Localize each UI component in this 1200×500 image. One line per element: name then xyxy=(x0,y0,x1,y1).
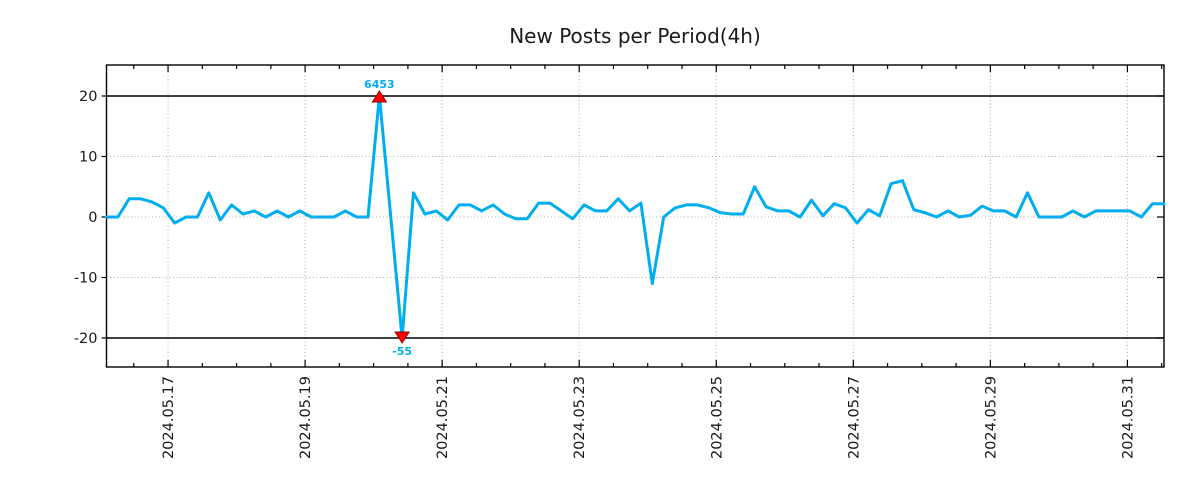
data-line xyxy=(105,94,1166,340)
y-tick-label: 0 xyxy=(88,210,97,226)
peak-marker-icon xyxy=(371,90,388,103)
x-tick-label: 2024.05.29 xyxy=(983,376,999,459)
series-line xyxy=(105,94,1166,340)
chart-title: New Posts per Period(4h) xyxy=(509,24,761,48)
extreme-markers: 6453 -55 xyxy=(364,78,412,358)
x-tick-label: 2024.05.25 xyxy=(709,376,725,459)
y-tick-label: 10 xyxy=(79,150,97,166)
x-tick-label: 2024.05.21 xyxy=(435,376,451,459)
x-tick-label: 2024.05.31 xyxy=(1120,376,1136,459)
y-tick-label: -10 xyxy=(74,271,98,287)
annotation-value: 6453 xyxy=(364,78,395,91)
x-tick-label: 2024.05.19 xyxy=(298,376,314,459)
x-tick-label: 2024.05.27 xyxy=(846,376,862,459)
clip-threshold-lines xyxy=(106,95,1164,339)
x-tick-label: 2024.05.23 xyxy=(572,376,588,459)
y-tick-label: -20 xyxy=(74,331,98,347)
annotation-value: -55 xyxy=(392,345,412,358)
trough-marker-icon xyxy=(394,331,411,344)
axis-tick-labels: 20 10 0 -10 -20 2024.05.17 2024.05.19 2024.05.2… xyxy=(74,89,1137,459)
axis-ticks xyxy=(101,65,1164,367)
y-tick-label: 20 xyxy=(79,89,97,105)
x-tick-label: 2024.05.17 xyxy=(161,376,177,459)
